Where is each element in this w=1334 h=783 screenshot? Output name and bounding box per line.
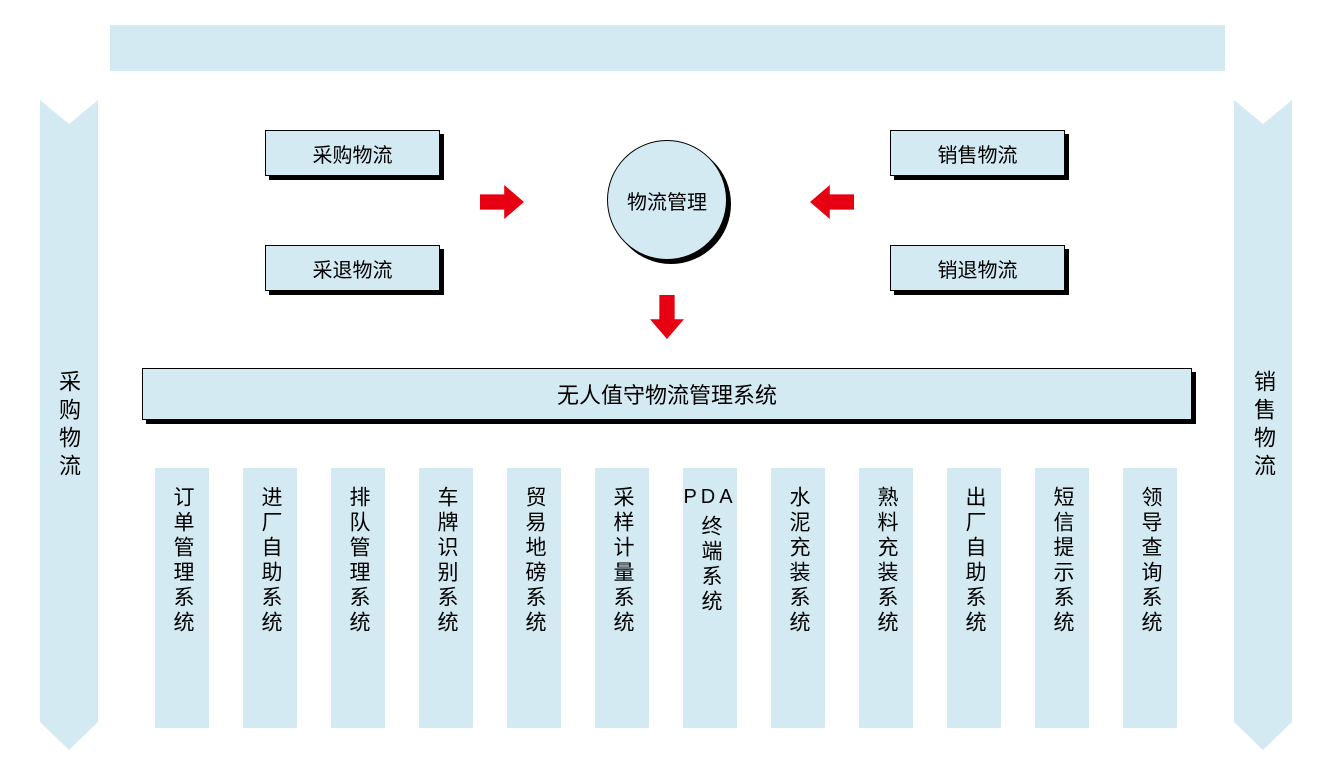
subsystem-label: 出厂自助系统 [959, 486, 989, 636]
subsystem-label: 车牌识别系统 [431, 486, 461, 636]
center-circle-label: 物流管理 [627, 186, 707, 215]
box-label: 销退物流 [938, 254, 1018, 283]
arrow-left-icon [480, 185, 524, 219]
box-sales-logistics: 销售物流 [890, 130, 1065, 176]
subsystem-sms-alert: 短信提示系统 [1035, 468, 1089, 728]
subsystem-leader-query: 领导查询系统 [1123, 468, 1177, 728]
subsystem-pda-terminal: PDA 终端系统 [683, 468, 737, 728]
subsystem-label: 贸易地磅系统 [519, 486, 549, 636]
subsystem-label: 水泥充装系统 [783, 486, 813, 636]
subsystem-cement-fill: 水泥充装系统 [771, 468, 825, 728]
main-system-bar: 无人值守物流管理系统 [142, 368, 1192, 420]
box-label: 采退物流 [313, 254, 393, 283]
subsystem-label: 进厂自助系统 [255, 486, 285, 636]
main-system-bar-label: 无人值守物流管理系统 [557, 378, 777, 410]
arrow-down-icon [650, 295, 684, 339]
box-sales-return: 销退物流 [890, 245, 1065, 291]
subsystem-label: PDA 终端系统 [683, 486, 736, 615]
box-label: 销售物流 [938, 139, 1018, 168]
subsystem-label-rest: 终端系统 [695, 515, 725, 615]
subsystem-plate-recog: 车牌识别系统 [419, 468, 473, 728]
subsystem-label: 订单管理系统 [167, 486, 197, 636]
subsystem-clinker-fill: 熟料充装系统 [859, 468, 913, 728]
center-circle: 物流管理 [607, 140, 727, 260]
subsystem-order-mgmt: 订单管理系统 [155, 468, 209, 728]
box-purchase-return: 采退物流 [265, 245, 440, 291]
subsystem-exit-self: 出厂自助系统 [947, 468, 1001, 728]
subsystem-entry-self: 进厂自助系统 [243, 468, 297, 728]
arrow-right-icon [810, 185, 854, 219]
subsystem-queue-mgmt: 排队管理系统 [331, 468, 385, 728]
subsystem-label: 领导查询系统 [1135, 486, 1165, 636]
subsystem-label: 排队管理系统 [343, 486, 373, 636]
subsystem-sample-measure: 采样计量系统 [595, 468, 649, 728]
left_arrow-label: 采购物流 [52, 370, 84, 482]
subsystem-label-prefix: PDA [683, 486, 736, 509]
box-purchase-logistics: 采购物流 [265, 130, 440, 176]
box-label: 采购物流 [313, 139, 393, 168]
subsystem-label: 熟料充装系统 [871, 486, 901, 636]
subsystem-label: 采样计量系统 [607, 486, 637, 636]
top-bar [110, 25, 1225, 71]
subsystem-label: 短信提示系统 [1047, 486, 1077, 636]
subsystem-trade-weigh: 贸易地磅系统 [507, 468, 561, 728]
right_arrow-label: 销售物流 [1247, 370, 1279, 482]
